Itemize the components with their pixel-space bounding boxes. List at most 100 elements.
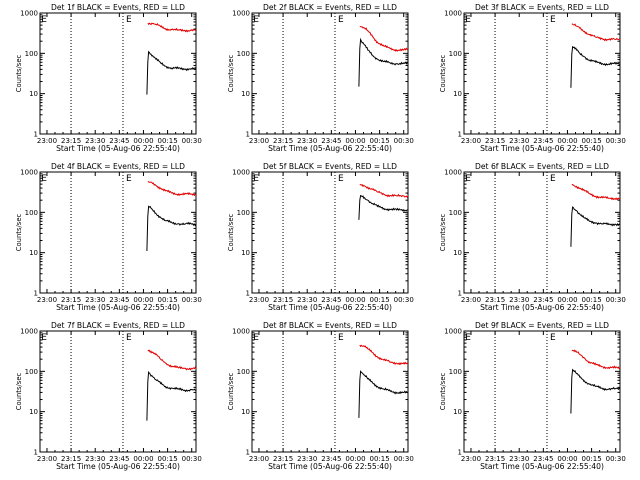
series-line-events [570, 368, 621, 414]
x-axis-label: Start Time (05-Aug-06 22:55:40) [56, 303, 180, 312]
event-marker-label: E [41, 174, 47, 184]
series-line-events [358, 370, 409, 418]
y-tick-label: 10 [453, 408, 462, 416]
y-tick-label: 10 [241, 249, 250, 257]
y-tick-label: 10 [453, 249, 462, 257]
series-line-lld [359, 26, 409, 53]
panel-title: Det 3f BLACK = Events, RED = LLD [475, 3, 609, 12]
y-tick-label: 1000 [20, 169, 38, 177]
panel-title: Det 1f BLACK = Events, RED = LLD [51, 3, 185, 12]
x-tick-label: 00:30 [182, 137, 202, 145]
event-marker-label: E [550, 174, 556, 184]
y-tick-label: 1 [34, 131, 38, 139]
x-tick-label: 00:00 [345, 137, 365, 145]
detector-panel-4: Det 4f BLACK = Events, RED = LLD 23:00 23:… [15, 162, 202, 312]
y-tick-label: 1 [246, 131, 250, 139]
x-tick-label: 00:15 [157, 137, 177, 145]
y-axis-label: Counts/sec [227, 214, 235, 252]
x-tick-label: 00:00 [133, 455, 153, 463]
panel-title: Det 8f BLACK = Events, RED = LLD [263, 321, 397, 330]
series-line-events [358, 194, 408, 220]
x-tick-label: 23:45 [109, 455, 129, 463]
x-tick-label: 00:30 [394, 137, 414, 145]
x-tick-label: 00:15 [369, 296, 389, 304]
y-tick-label: 1 [458, 131, 462, 139]
detector-panel-5: Det 5f BLACK = Events, RED = LLD 23:00 23:… [227, 162, 414, 312]
y-axis-label: Counts/sec [15, 55, 23, 93]
x-axis-label: Start Time (05-Aug-06 22:55:40) [268, 462, 392, 471]
y-tick-label: 10 [29, 90, 38, 98]
event-marker-label: E [253, 333, 259, 343]
series-line-events [570, 206, 621, 247]
x-tick-label: 00:00 [345, 455, 365, 463]
event-marker-label: E [338, 174, 344, 184]
detector-panel-8: Det 8f BLACK = Events, RED = LLD 23:00 23:… [227, 321, 414, 471]
y-tick-label: 100 [237, 209, 250, 217]
x-tick-label: 00:00 [557, 137, 577, 145]
y-tick-label: 1000 [232, 169, 250, 177]
event-marker-label: E [465, 174, 471, 184]
series-line-lld [147, 349, 197, 371]
event-marker-label: E [550, 333, 556, 343]
x-tick-label: 00:15 [157, 455, 177, 463]
panel-title: Det 4f BLACK = Events, RED = LLD [51, 162, 185, 171]
x-tick-label: 23:15 [273, 296, 293, 304]
series-line-events [146, 205, 197, 252]
x-tick-label: 23:45 [321, 455, 341, 463]
x-tick-label: 00:00 [557, 455, 577, 463]
series-line-events [358, 37, 409, 87]
y-tick-label: 1000 [444, 169, 462, 177]
x-tick-label: 00:00 [133, 137, 153, 145]
plot-frame [251, 12, 409, 135]
y-tick-label: 1000 [232, 10, 250, 18]
x-tick-label: 00:30 [182, 455, 202, 463]
x-tick-label: 23:30 [85, 137, 105, 145]
x-tick-label: 23:45 [321, 296, 341, 304]
y-tick-label: 1000 [20, 10, 38, 18]
y-axis-label: Counts/sec [439, 55, 447, 93]
x-tick-label: 00:00 [557, 296, 577, 304]
x-tick-label: 00:00 [345, 296, 365, 304]
y-axis-label: Counts/sec [15, 214, 23, 252]
detector-panel-7: Det 7f BLACK = Events, RED = LLD 23:00 23:… [15, 321, 202, 471]
plot-frame [251, 330, 409, 453]
x-tick-label: 23:00 [37, 296, 57, 304]
x-tick-label: 23:00 [249, 137, 269, 145]
x-axis-label: Start Time (05-Aug-06 22:55:40) [480, 303, 604, 312]
plot-frame [463, 330, 621, 453]
detector-panel-6: Det 6f BLACK = Events, RED = LLD 23:00 23:… [439, 162, 626, 312]
plot-frame [463, 12, 621, 135]
y-axis-label: Counts/sec [439, 373, 447, 411]
panel-title: Det 5f BLACK = Events, RED = LLD [263, 162, 397, 171]
panel-title: Det 7f BLACK = Events, RED = LLD [51, 321, 185, 330]
x-axis-label: Start Time (05-Aug-06 22:55:40) [268, 303, 392, 312]
detector-panel-9: Det 9f BLACK = Events, RED = LLD 23:00 23:… [439, 321, 626, 471]
x-tick-label: 23:00 [37, 137, 57, 145]
panel-title: Det 9f BLACK = Events, RED = LLD [475, 321, 609, 330]
event-marker-label: E [338, 15, 344, 25]
series-line-lld [359, 183, 409, 199]
x-tick-label: 00:30 [606, 455, 626, 463]
plot-frame [39, 12, 197, 135]
y-axis-label: Counts/sec [15, 373, 23, 411]
event-marker-label: E [126, 15, 132, 25]
y-axis-label: Counts/sec [227, 373, 235, 411]
event-marker-label: E [338, 333, 344, 343]
plot-frame [251, 171, 409, 294]
event-marker-label: E [41, 15, 47, 25]
x-tick-label: 23:15 [273, 137, 293, 145]
series-line-lld [359, 344, 409, 366]
x-tick-label: 00:15 [581, 455, 601, 463]
x-tick-label: 23:30 [297, 137, 317, 145]
x-tick-label: 23:15 [485, 137, 505, 145]
panel-title: Det 2f BLACK = Events, RED = LLD [263, 3, 397, 12]
y-tick-label: 100 [25, 368, 38, 376]
event-marker-label: E [465, 15, 471, 25]
series-line-lld [147, 181, 197, 197]
x-tick-label: 23:45 [533, 455, 553, 463]
y-tick-label: 1000 [20, 328, 38, 336]
series-line-lld [571, 23, 621, 42]
series-line-lld [571, 349, 621, 370]
x-tick-label: 00:15 [369, 137, 389, 145]
